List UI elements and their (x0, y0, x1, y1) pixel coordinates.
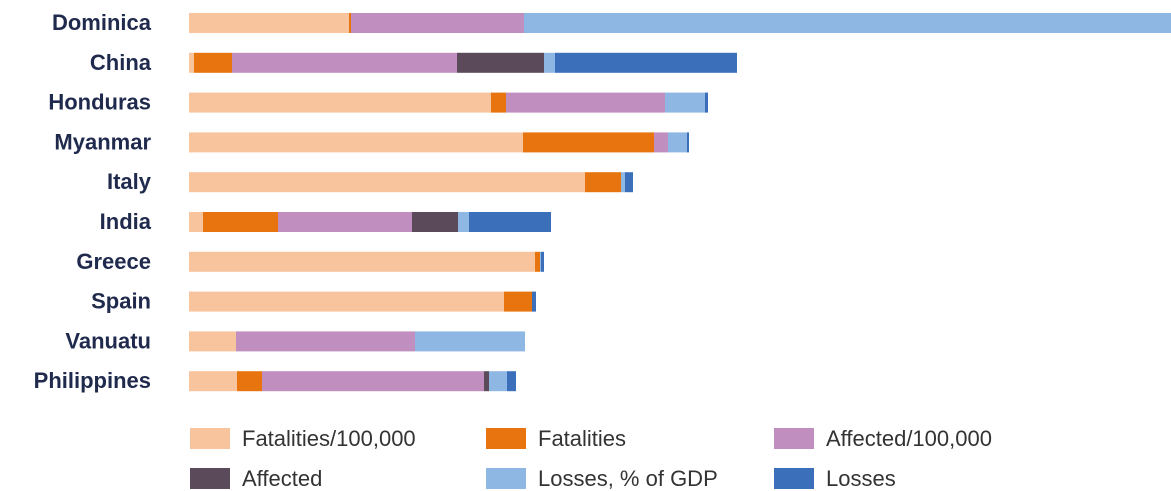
legend: Fatalities/100,000 Fatalities Affected/100… (190, 426, 992, 491)
category-label-dominica: Dominica (52, 10, 152, 35)
bar-segment-dominica-fatalities (349, 13, 351, 33)
bar-segment-vanuatu-affected-100-000 (236, 331, 415, 352)
category-label-myanmar: Myanmar (54, 129, 151, 154)
bar-segment-dominica-fatalities-100-000 (189, 13, 349, 33)
bar-segment-myanmar-fatalities-100-000 (189, 132, 523, 153)
bar-segment-honduras-fatalities-100-000 (189, 92, 491, 113)
country-labels: Dominica China Honduras Myanmar Italy India Gr… (34, 10, 152, 393)
legend-swatch-fatalities (486, 428, 526, 449)
legend-label-fatalities: Fatalities (538, 426, 626, 451)
bar-segment-honduras-fatalities (491, 92, 506, 113)
category-label-greece: Greece (76, 249, 151, 274)
bar-segment-spain-fatalities-100-000 (189, 291, 504, 312)
bar-segment-philippines-losses-of-gdp (489, 371, 507, 392)
legend-label-losses-of-gdp: Losses, % of GDP (538, 466, 718, 491)
bar-segment-italy-losses-of-gdp (621, 172, 625, 193)
bar-segment-myanmar-losses-of-gdp (668, 132, 687, 153)
legend-label-losses: Losses (826, 466, 896, 491)
legend-label-affected-100-000: Affected/100,000 (826, 426, 992, 451)
bar-segment-greece-losses-of-gdp (540, 251, 541, 272)
bar-segment-china-losses (555, 52, 737, 73)
bar-segment-india-losses (469, 212, 551, 232)
legend-swatch-losses-of-gdp (486, 468, 526, 489)
legend-label-fatalities-100-000: Fatalities/100,000 (242, 426, 416, 451)
bar-segment-china-fatalities-100-000 (189, 52, 194, 73)
bar-segment-honduras-losses-of-gdp (665, 92, 705, 113)
bar-segment-italy-fatalities-100-000 (189, 172, 585, 193)
bar-segment-greece-fatalities-100-000 (189, 251, 535, 272)
bar-segment-greece-losses (541, 251, 544, 272)
bar-segment-china-fatalities (194, 52, 232, 73)
bar-segment-myanmar-fatalities (523, 132, 654, 153)
bar-segment-honduras-losses (705, 92, 708, 113)
bar-segment-china-losses-of-gdp (544, 52, 555, 73)
category-label-india: India (100, 209, 152, 234)
bar-segment-greece-fatalities (535, 251, 540, 272)
legend-label-affected: Affected (242, 466, 322, 491)
bar-segment-dominica-affected-100-000 (351, 13, 524, 33)
bar-segment-india-affected (412, 212, 458, 232)
category-label-italy: Italy (107, 169, 152, 194)
bar-segment-philippines-affected (484, 371, 489, 392)
category-label-china: China (90, 50, 152, 75)
bar-segment-vanuatu-fatalities-100-000 (189, 331, 236, 352)
bar-segment-spain-losses (532, 291, 536, 312)
bar-segment-philippines-affected-100-000 (262, 371, 484, 392)
bar-segment-italy-fatalities (585, 172, 621, 193)
bar-segment-india-affected-100-000 (278, 212, 412, 232)
legend-swatch-affected-100-000 (774, 428, 814, 449)
bars (189, 13, 1171, 392)
bar-segment-spain-fatalities (504, 291, 532, 312)
bar-segment-italy-losses (625, 172, 633, 193)
category-label-spain: Spain (91, 289, 151, 314)
category-label-vanuatu: Vanuatu (65, 328, 151, 353)
bar-segment-myanmar-affected-100-000 (654, 132, 668, 153)
legend-swatch-fatalities-100-000 (190, 428, 230, 449)
bar-segment-dominica-losses-of-gdp (524, 13, 1171, 33)
bar-segment-myanmar-losses (687, 132, 689, 153)
bar-segment-vanuatu-losses-of-gdp (415, 331, 525, 352)
bar-segment-honduras-affected-100-000 (506, 92, 665, 113)
bar-segment-china-affected (457, 52, 544, 73)
bar-segment-philippines-losses (507, 371, 516, 392)
bar-segment-india-fatalities-100-000 (189, 212, 203, 232)
bar-segment-china-affected-100-000 (232, 52, 457, 73)
legend-swatch-affected (190, 468, 230, 489)
bar-segment-philippines-fatalities (237, 371, 262, 392)
bar-segment-india-fatalities (203, 212, 278, 232)
category-label-honduras: Honduras (48, 90, 151, 115)
category-label-philippines: Philippines (34, 368, 151, 393)
bar-segment-philippines-fatalities-100-000 (189, 371, 237, 392)
legend-swatch-losses (774, 468, 814, 489)
bar-segment-india-losses-of-gdp (458, 212, 469, 232)
